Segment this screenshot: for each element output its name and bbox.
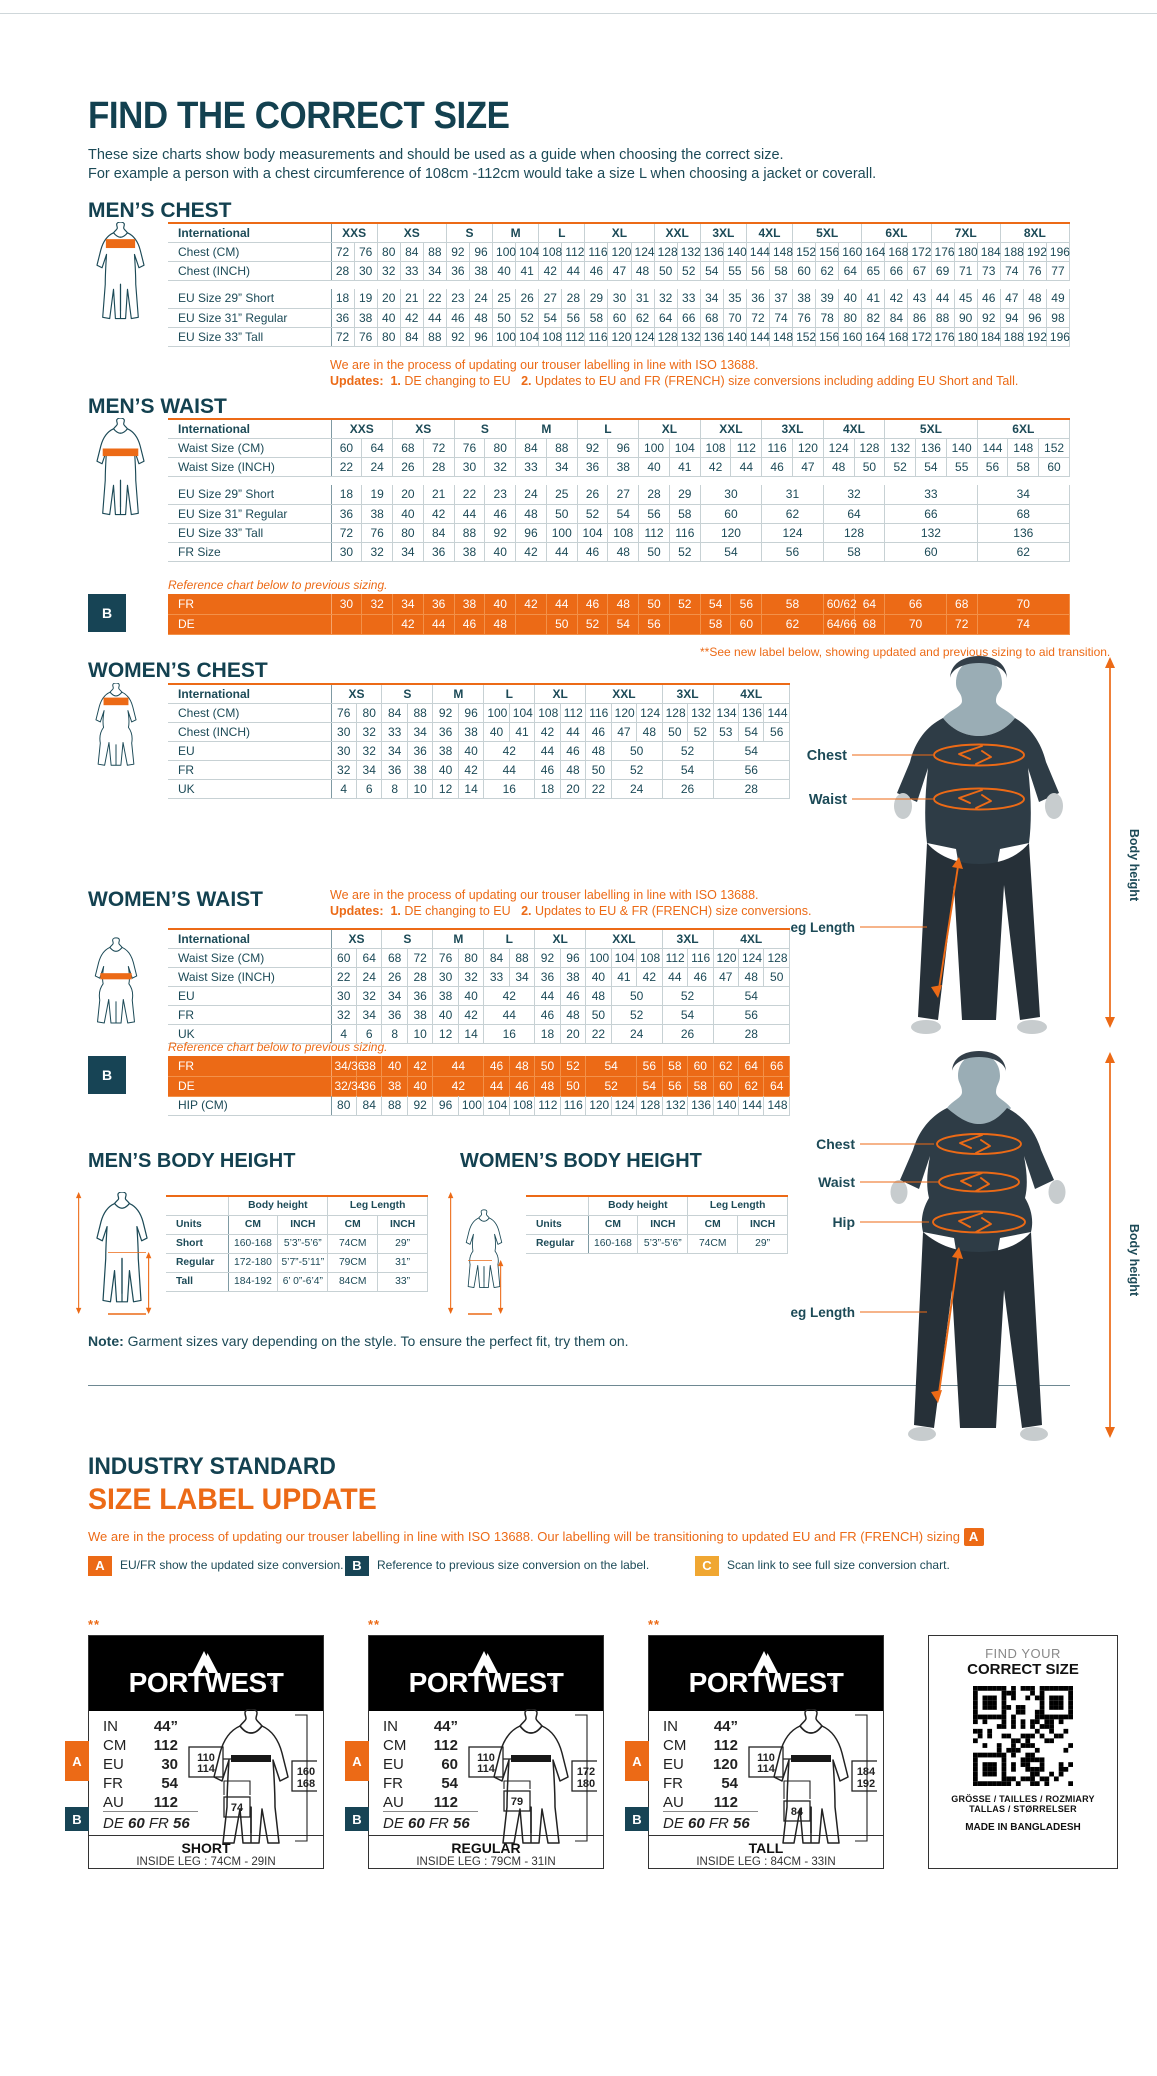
svg-text:Chest: Chest	[816, 1136, 855, 1152]
svg-text:PORTWEST: PORTWEST	[409, 1667, 564, 1698]
svg-text:Body height: Body height	[1127, 829, 1141, 902]
svg-text:172: 172	[577, 1766, 595, 1778]
svg-text:192: 192	[857, 1778, 875, 1790]
svg-text:184: 184	[857, 1766, 876, 1778]
svg-text:Leg Length: Leg Length	[790, 1305, 855, 1320]
svg-text:84: 84	[791, 1806, 804, 1818]
svg-text:PORTWEST: PORTWEST	[689, 1667, 844, 1698]
svg-text:168: 168	[297, 1778, 315, 1790]
svg-text:180: 180	[577, 1778, 595, 1790]
svg-text:114: 114	[197, 1763, 216, 1775]
svg-text:Body height: Body height	[1127, 1224, 1141, 1297]
svg-text:Waist: Waist	[809, 792, 847, 808]
svg-text:114: 114	[757, 1763, 776, 1775]
svg-text:114: 114	[477, 1763, 496, 1775]
svg-text:Waist: Waist	[818, 1174, 855, 1190]
svg-text:Hip: Hip	[832, 1214, 855, 1230]
svg-text:74: 74	[231, 1802, 244, 1814]
svg-text:160: 160	[297, 1766, 315, 1778]
svg-text:Leg Length: Leg Length	[790, 920, 855, 935]
svg-text:Chest: Chest	[807, 748, 847, 764]
svg-text:PORTWEST: PORTWEST	[129, 1667, 284, 1698]
svg-text:79: 79	[511, 1796, 523, 1808]
